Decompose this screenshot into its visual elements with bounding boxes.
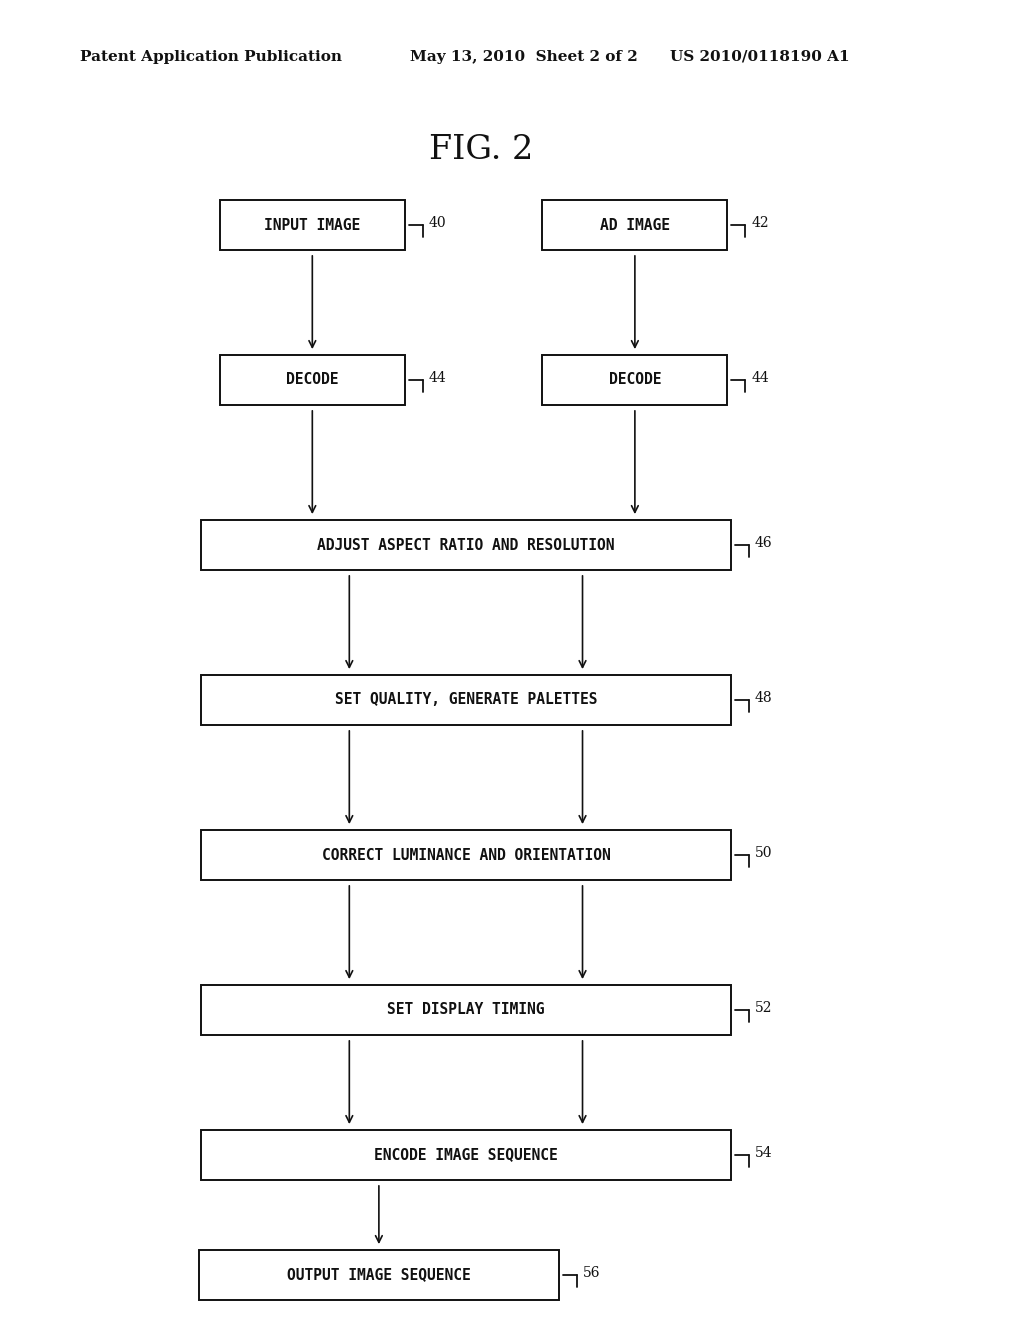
Text: 50: 50 <box>755 846 772 861</box>
Bar <box>201 1130 731 1180</box>
Text: SET QUALITY, GENERATE PALETTES: SET QUALITY, GENERATE PALETTES <box>335 693 597 708</box>
Bar <box>201 830 731 880</box>
Text: 56: 56 <box>583 1266 600 1280</box>
Text: 40: 40 <box>429 216 446 230</box>
Text: Patent Application Publication: Patent Application Publication <box>80 50 342 63</box>
Bar <box>201 675 731 725</box>
Bar <box>199 1250 559 1300</box>
Bar <box>201 985 731 1035</box>
Bar <box>220 201 404 249</box>
Text: FIG. 2: FIG. 2 <box>429 135 534 166</box>
Bar <box>201 520 731 570</box>
Text: 42: 42 <box>752 216 769 230</box>
Text: OUTPUT IMAGE SEQUENCE: OUTPUT IMAGE SEQUENCE <box>287 1267 471 1283</box>
Bar <box>543 355 727 405</box>
Bar <box>220 355 404 405</box>
Text: 52: 52 <box>755 1001 772 1015</box>
Text: AD IMAGE: AD IMAGE <box>600 218 670 232</box>
Text: INPUT IMAGE: INPUT IMAGE <box>264 218 360 232</box>
Text: ADJUST ASPECT RATIO AND RESOLUTION: ADJUST ASPECT RATIO AND RESOLUTION <box>317 537 614 553</box>
Text: 46: 46 <box>755 536 772 550</box>
Text: DECODE: DECODE <box>286 372 339 388</box>
Text: 44: 44 <box>752 371 769 385</box>
Text: CORRECT LUMINANCE AND ORIENTATION: CORRECT LUMINANCE AND ORIENTATION <box>322 847 610 862</box>
Text: May 13, 2010  Sheet 2 of 2: May 13, 2010 Sheet 2 of 2 <box>410 50 638 63</box>
Text: 54: 54 <box>755 1146 772 1160</box>
Text: 44: 44 <box>429 371 446 385</box>
Text: DECODE: DECODE <box>608 372 662 388</box>
Text: 48: 48 <box>755 690 772 705</box>
Text: SET DISPLAY TIMING: SET DISPLAY TIMING <box>387 1002 545 1018</box>
Text: ENCODE IMAGE SEQUENCE: ENCODE IMAGE SEQUENCE <box>374 1147 558 1163</box>
Bar <box>543 201 727 249</box>
Text: US 2010/0118190 A1: US 2010/0118190 A1 <box>670 50 850 63</box>
